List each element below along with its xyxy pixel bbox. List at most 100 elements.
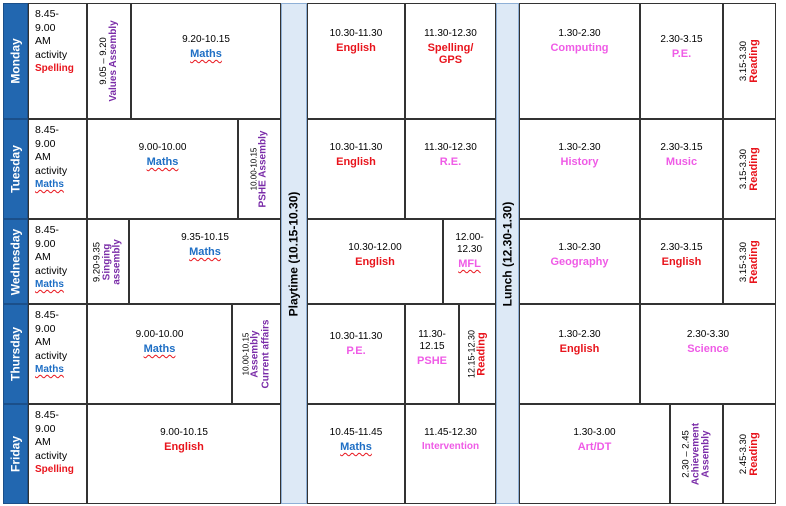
lesson-time: 2.30 – 2.45 [680, 430, 692, 478]
lesson-subject: Values Assembly [107, 20, 119, 102]
lesson-time: 2.30-3.15 [660, 242, 703, 253]
monday-lesson-3: 11.30-12.30 Spelling/ GPS [405, 3, 496, 119]
lesson-time: 2.45-3.30 [737, 433, 749, 475]
early-am: AM [35, 436, 51, 448]
lesson-time: 12.00- [455, 232, 484, 243]
lesson-subject: PSHE Assembly [257, 130, 269, 208]
early-time: 8.45- [35, 409, 59, 421]
early-label: activity [35, 449, 68, 462]
friday-lesson-3: 11.45-12.30 Intervention [405, 404, 496, 504]
thursday-reading: 12.15-12.30 Reading [459, 304, 496, 404]
lesson-subject: Assembly [249, 330, 261, 378]
tuesday-assembly: 10.00-10.15 PSHE Assembly [238, 119, 281, 219]
thursday-lesson-5: 2.30-3.30 Science [640, 304, 776, 404]
lesson-subject: Singing assembly [101, 238, 123, 285]
early-time: 8.45- [35, 124, 59, 136]
lesson-subject: Maths [190, 48, 222, 60]
lesson-subject: P.E. [346, 345, 366, 357]
early-am: AM [35, 35, 51, 47]
friday-lesson-2: 10.45-11.45 Maths [307, 404, 405, 504]
lesson-subject: History [560, 156, 599, 168]
lesson-time: 1.30-3.00 [573, 427, 616, 438]
lesson-time: 9.35-10.15 [181, 232, 229, 243]
day-header-thursday: Thursday [3, 304, 28, 404]
lesson-subject: Intervention [421, 441, 480, 452]
lesson-subject: Current affairs [259, 319, 271, 389]
lesson-time: 1.30-2.30 [558, 28, 601, 39]
lesson-subject: GPS [438, 54, 463, 66]
thursday-lesson-2: 10.30-11.30 P.E. [307, 304, 405, 404]
early-time-end: 9.00 [35, 237, 56, 250]
lesson-time: 12.15 [419, 341, 445, 352]
lesson-time: 11.30- [418, 329, 446, 340]
lesson-time: 9.00-10.00 [135, 329, 184, 340]
early-subject: Spelling [35, 63, 74, 74]
early-subject: Maths [35, 279, 64, 290]
lesson-subject: Computing [550, 42, 609, 54]
wednesday-reading: 3.15-3.30 Reading [723, 219, 776, 304]
lunch-label: Lunch (12.30-1.30) [500, 201, 515, 306]
tuesday-lesson-5: 2.30-3.15 Music [640, 119, 723, 219]
early-time: 8.45- [35, 309, 59, 321]
day-label: Tuesday [8, 145, 23, 193]
wednesday-lesson-3: 12.00- 12.30 MFL [443, 219, 496, 304]
lesson-subject: PSHE [417, 355, 447, 367]
lesson-subject: Achievement [689, 422, 701, 486]
thursday-lesson-4: 1.30-2.30 English [519, 304, 640, 404]
lesson-time: 3.15-3.30 [737, 241, 749, 282]
wednesday-lesson-1: 9.35-10.15 Maths [129, 219, 281, 304]
early-label: activity [35, 164, 68, 177]
monday-lesson-4: 1.30-2.30 Computing [519, 3, 640, 119]
early-label: activity [35, 48, 68, 61]
early-activity-tuesday: 8.45- 9.00 AM activity Maths [28, 119, 87, 219]
wednesday-assembly: 9.20-9.35 Singing assembly [87, 219, 129, 304]
lesson-subject: MFL [458, 258, 481, 270]
lesson-time: 1.30-2.30 [558, 242, 601, 253]
lesson-subject: English [661, 256, 702, 268]
early-time: 8.45- [35, 224, 59, 236]
playtime-label: Playtime (10.15-10.30) [286, 191, 301, 316]
early-subject: Maths [35, 179, 64, 190]
day-label: Thursday [8, 326, 23, 382]
lesson-time: 10.45-11.45 [329, 427, 383, 438]
monday-reading: 3.15-3.30 Reading [723, 3, 776, 119]
early-time: 8.45- [35, 8, 59, 20]
tuesday-lesson-2: 10.30-11.30 English [307, 119, 405, 219]
lesson-time: 2.30-3.30 [686, 329, 730, 340]
lesson-time: 12.30 [456, 244, 483, 255]
lesson-subject: Maths [340, 441, 372, 453]
friday-lesson-1: 9.00-10.15 English [87, 404, 281, 504]
friday-assembly: 2.30 – 2.45 Achievement Assembly [670, 404, 723, 504]
day-header-tuesday: Tuesday [3, 119, 28, 219]
early-subject: Spelling [35, 464, 74, 475]
lesson-subject: Spelling/ [427, 42, 474, 54]
lesson-subject: Reading [747, 39, 760, 83]
wednesday-lesson-4: 1.30-2.30 Geography [519, 219, 640, 304]
early-time-end: 9.00 [35, 21, 56, 34]
lesson-subject: Geography [550, 256, 609, 268]
early-time-end: 9.00 [35, 137, 56, 150]
early-time-end: 9.00 [35, 422, 56, 435]
lesson-subject: Maths [146, 156, 179, 168]
lesson-time: 3.15-3.30 [737, 40, 749, 82]
lesson-subject: English [355, 256, 395, 268]
lesson-time: 10.30-12.00 [348, 242, 402, 253]
early-time-end: 9.00 [35, 322, 56, 335]
lesson-subject: Reading [747, 147, 760, 191]
lesson-subject: Maths [143, 343, 176, 355]
lesson-subject: P.E. [671, 48, 692, 60]
wednesday-lesson-2: 10.30-12.00 English [307, 219, 443, 304]
early-label: activity [35, 349, 68, 362]
lesson-subject: English [559, 343, 600, 355]
monday-lesson-1: 9.20-10.15 Maths [131, 3, 281, 119]
tuesday-lesson-4: 1.30-2.30 History [519, 119, 640, 219]
tuesday-reading: 3.15-3.30 Reading [723, 119, 776, 219]
lesson-time: 10.30-11.30 [329, 28, 383, 39]
wednesday-lesson-5: 2.30-3.15 English [640, 219, 723, 304]
day-header-monday: Monday [3, 3, 28, 119]
early-activity-friday: 8.45- 9.00 AM activity Spelling [28, 404, 87, 504]
early-activity-monday: 8.45- 9.00 AM activity Spelling [28, 3, 87, 119]
early-activity-wednesday: 8.45- 9.00 AM activity Maths [28, 219, 87, 304]
early-subject: Maths [35, 364, 64, 375]
early-activity-thursday: 8.45- 9.00 AM activity Maths [28, 304, 87, 404]
